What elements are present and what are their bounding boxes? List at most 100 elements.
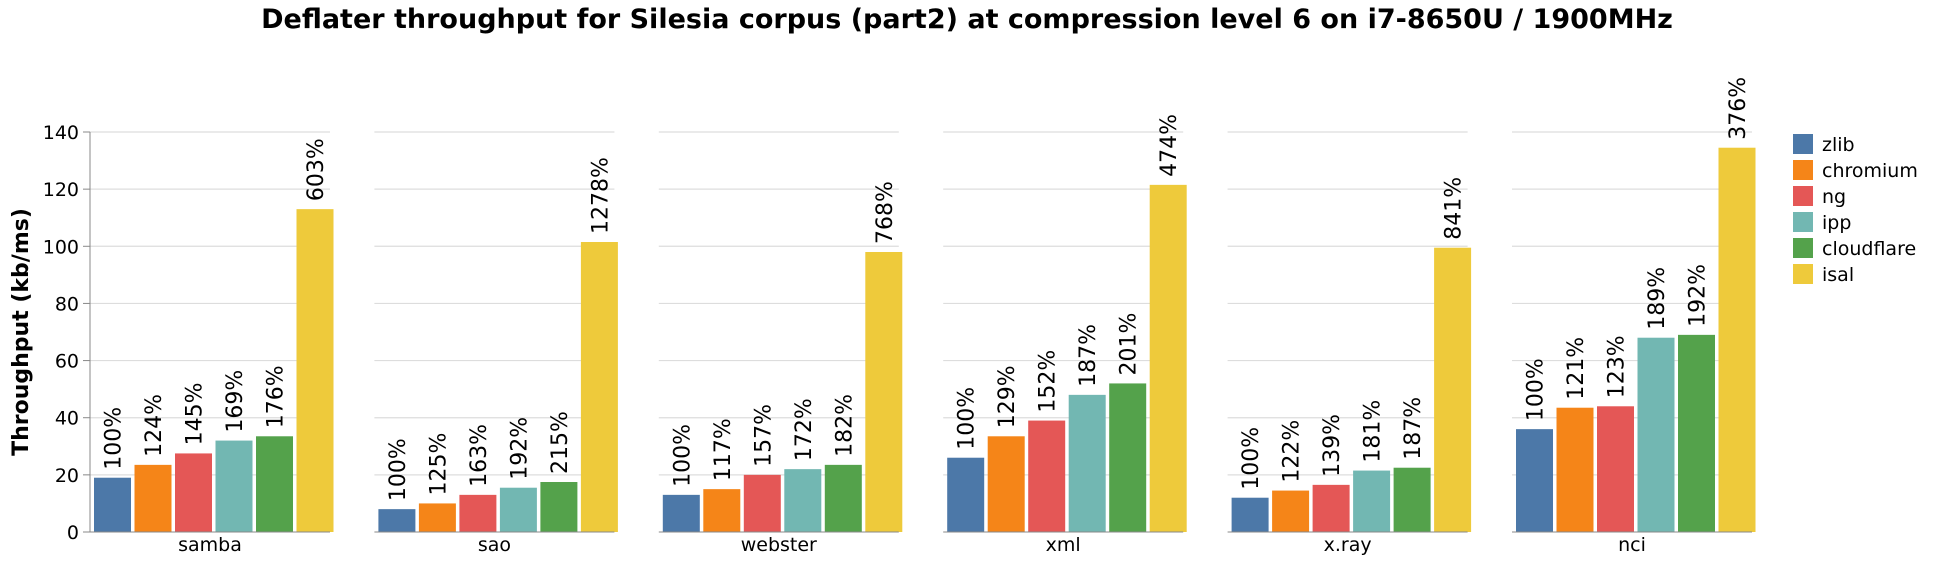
bar-value-label: 192% <box>1686 264 1711 327</box>
bar-isal-sao <box>580 242 618 532</box>
bar-ng-webster <box>743 474 781 532</box>
bar-zlib-xml <box>947 457 985 532</box>
y-tick-label: 60 <box>55 351 79 373</box>
bar-value-label: 376% <box>1726 77 1751 140</box>
bar-value-label: 182% <box>832 394 857 457</box>
bar-zlib-samba <box>94 477 131 532</box>
bar-value-label: 139% <box>1320 414 1345 477</box>
bar-value-label: 157% <box>751 404 776 467</box>
bar-value-label: 841% <box>1442 177 1467 240</box>
bar-value-label: 100% <box>102 407 127 470</box>
bar-isal-x.ray <box>1434 247 1472 532</box>
y-tick-label: 80 <box>55 293 79 315</box>
bar-value-label: 117% <box>711 418 736 481</box>
bar-isal-nci <box>1718 147 1756 532</box>
bar-chromium-xml <box>987 436 1025 532</box>
bar-isal-samba <box>296 209 334 532</box>
category-label: webster <box>741 534 817 556</box>
bar-value-label: 100% <box>1524 358 1549 421</box>
bar-ipp-webster <box>784 469 822 532</box>
category-label: x.ray <box>1324 534 1372 556</box>
bar-value-label: 122% <box>1280 420 1305 483</box>
bar-value-label: 124% <box>142 394 167 457</box>
y-tick-label: 120 <box>43 179 79 201</box>
bar-value-label: 129% <box>995 365 1020 428</box>
legend-label-cloudflare: cloudflare <box>1822 238 1916 260</box>
bar-value-label: 152% <box>1036 350 1061 413</box>
bar-ipp-xml <box>1068 394 1106 532</box>
bar-cloudflare-xml <box>1109 383 1147 532</box>
category-label: nci <box>1618 534 1646 556</box>
bar-zlib-sao <box>378 509 416 532</box>
category-label: sao <box>478 534 511 556</box>
category-label: xml <box>1046 534 1081 556</box>
bar-ipp-x.ray <box>1353 470 1391 532</box>
bar-ng-samba <box>175 453 212 532</box>
legend-label-chromium: chromium <box>1822 160 1918 182</box>
bar-cloudflare-samba <box>256 436 293 532</box>
bar-value-label: 187% <box>1076 324 1101 387</box>
bar-value-label: 768% <box>873 181 898 244</box>
y-tick-label: 20 <box>55 465 79 487</box>
legend-label-zlib: zlib <box>1822 134 1855 156</box>
bar-value-label: 169% <box>223 370 248 433</box>
y-tick-label: 0 <box>67 522 79 544</box>
bar-value-label: 123% <box>1605 335 1630 398</box>
category-label: samba <box>178 534 242 556</box>
bar-ipp-sao <box>499 487 537 532</box>
legend-swatch-chromium <box>1793 160 1813 180</box>
bar-value-label: 100% <box>386 438 411 501</box>
legend-swatch-ng <box>1793 186 1813 206</box>
bar-ng-x.ray <box>1312 484 1350 532</box>
bar-cloudflare-webster <box>824 464 862 532</box>
bar-value-label: 192% <box>507 417 532 480</box>
chart-title: Deflater throughput for Silesia corpus (… <box>261 4 1673 35</box>
bar-value-label: 125% <box>426 433 451 496</box>
bar-value-label: 1278% <box>588 157 613 234</box>
bar-ng-xml <box>1028 420 1066 532</box>
y-tick-label: 40 <box>55 408 79 430</box>
bar-ipp-nci <box>1637 337 1675 532</box>
y-axis-label: Throughput (kb/ms) <box>9 208 34 456</box>
bar-value-label: 474% <box>1157 114 1182 177</box>
bar-value-label: 100% <box>955 387 980 450</box>
bar-value-label: 163% <box>467 424 492 487</box>
bar-value-label: 100% <box>1239 427 1264 490</box>
legend-swatch-ipp <box>1793 212 1813 232</box>
bar-chromium-x.ray <box>1272 490 1310 532</box>
bar-zlib-x.ray <box>1231 497 1269 532</box>
legend-label-ng: ng <box>1822 186 1846 208</box>
y-tick-label: 140 <box>43 122 79 144</box>
legend-label-isal: isal <box>1822 264 1854 286</box>
bar-isal-webster <box>865 252 903 532</box>
legend-label-ipp: ipp <box>1822 212 1851 234</box>
bar-value-label: 603% <box>304 138 329 201</box>
bar-ng-sao <box>459 494 497 532</box>
bar-chromium-samba <box>134 464 172 532</box>
bar-isal-xml <box>1149 184 1187 532</box>
bar-chromium-nci <box>1556 407 1594 532</box>
bar-chromium-sao <box>418 503 456 532</box>
bar-value-label: 121% <box>1564 337 1589 400</box>
legend-swatch-zlib <box>1793 134 1813 154</box>
bar-zlib-nci <box>1516 429 1553 532</box>
bar-value-label: 145% <box>183 383 208 446</box>
bar-value-label: 176% <box>264 365 289 428</box>
bar-zlib-webster <box>662 494 700 532</box>
legend-swatch-isal <box>1793 264 1813 284</box>
bar-ng-nci <box>1597 406 1634 532</box>
bar-value-label: 215% <box>548 411 573 474</box>
bar-ipp-samba <box>215 440 253 532</box>
y-tick-label: 100 <box>43 236 79 258</box>
bar-value-label: 189% <box>1645 267 1670 330</box>
bar-value-label: 181% <box>1361 400 1386 463</box>
bar-value-label: 201% <box>1117 313 1142 376</box>
bar-cloudflare-nci <box>1678 334 1715 532</box>
bar-chromium-webster <box>703 489 741 532</box>
bar-cloudflare-x.ray <box>1393 467 1431 532</box>
bar-value-label: 100% <box>670 424 695 487</box>
bar-value-label: 172% <box>792 398 817 461</box>
bar-value-label: 187% <box>1401 397 1426 460</box>
legend-swatch-cloudflare <box>1793 238 1813 258</box>
